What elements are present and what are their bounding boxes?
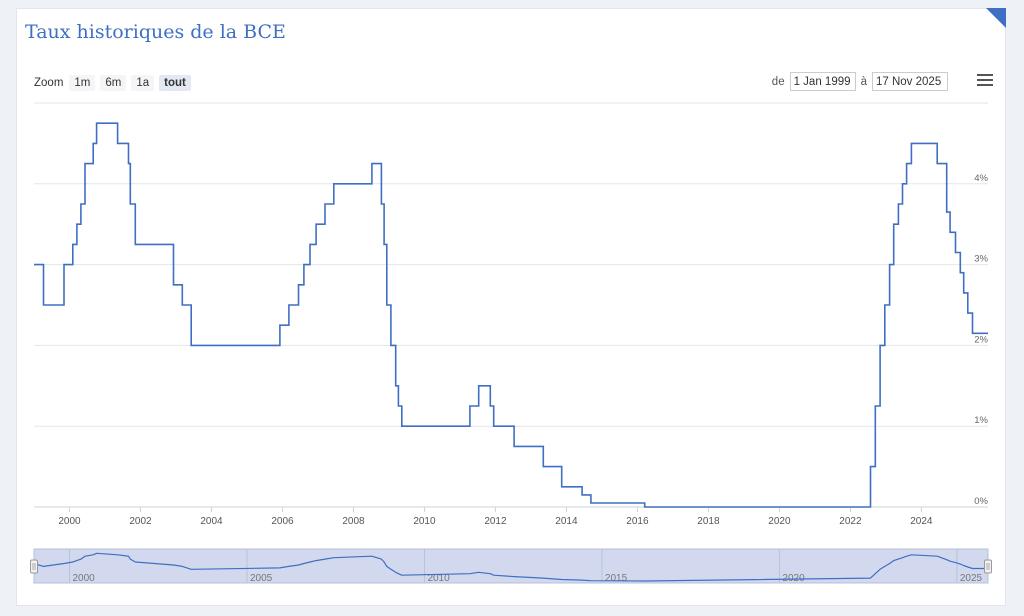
zoom-label: Zoom: [34, 77, 64, 89]
navigator-tick-label: 2025: [960, 573, 983, 584]
rate-series-line: [34, 122, 988, 508]
x-tick-label: 2010: [413, 516, 436, 527]
x-tick-label: 2020: [768, 516, 791, 527]
x-tick-label: 2002: [129, 516, 152, 527]
navigator-window: [33, 548, 989, 584]
x-tick-label: 2024: [910, 516, 933, 527]
corner-marker-icon: [986, 8, 1006, 28]
zoom-1a-button[interactable]: 1a: [131, 75, 155, 91]
zoom-all-button[interactable]: tout: [159, 75, 191, 91]
navigator-tick-label: 2010: [427, 573, 450, 584]
navigator-tick-label: 2015: [605, 573, 628, 584]
y-tick-label: 3%: [974, 254, 988, 265]
x-tick-label: 2016: [626, 516, 649, 527]
x-tick-label: 2008: [342, 516, 365, 527]
x-tick-label: 2000: [58, 516, 81, 527]
x-tick-label: 2012: [484, 516, 507, 527]
navigator-tick-label: 2000: [72, 573, 95, 584]
range-from-label: de: [771, 75, 785, 88]
x-tick-label: 2006: [271, 516, 294, 527]
zoom-6m-button[interactable]: 6m: [100, 75, 127, 91]
hamburger-icon[interactable]: [977, 74, 993, 88]
y-tick-label: 0%: [974, 496, 988, 507]
zoom-1m-button[interactable]: 1m: [69, 75, 96, 91]
range-to-label: à: [860, 75, 867, 88]
zoom-bar: Zoom 1m 6m 1a tout: [34, 75, 196, 91]
navigator-series-line: [33, 552, 988, 582]
x-tick-label: 2022: [839, 516, 862, 527]
x-tick-label: 2014: [555, 516, 578, 527]
navigator-left-handle[interactable]: [30, 559, 38, 574]
x-tick-label: 2004: [200, 516, 223, 527]
y-tick-label: 4%: [974, 173, 988, 184]
chart-title: Taux historiques de la BCE: [25, 21, 286, 43]
navigator-tick-label: 2005: [250, 573, 273, 584]
date-range: de à: [772, 72, 953, 91]
y-tick-label: 2%: [974, 334, 988, 345]
range-to-input[interactable]: [872, 72, 948, 91]
navigator-right-handle[interactable]: [984, 559, 992, 574]
x-tick-label: 2018: [697, 516, 720, 527]
range-from-input[interactable]: [789, 72, 856, 91]
y-tick-label: 1%: [974, 415, 988, 426]
